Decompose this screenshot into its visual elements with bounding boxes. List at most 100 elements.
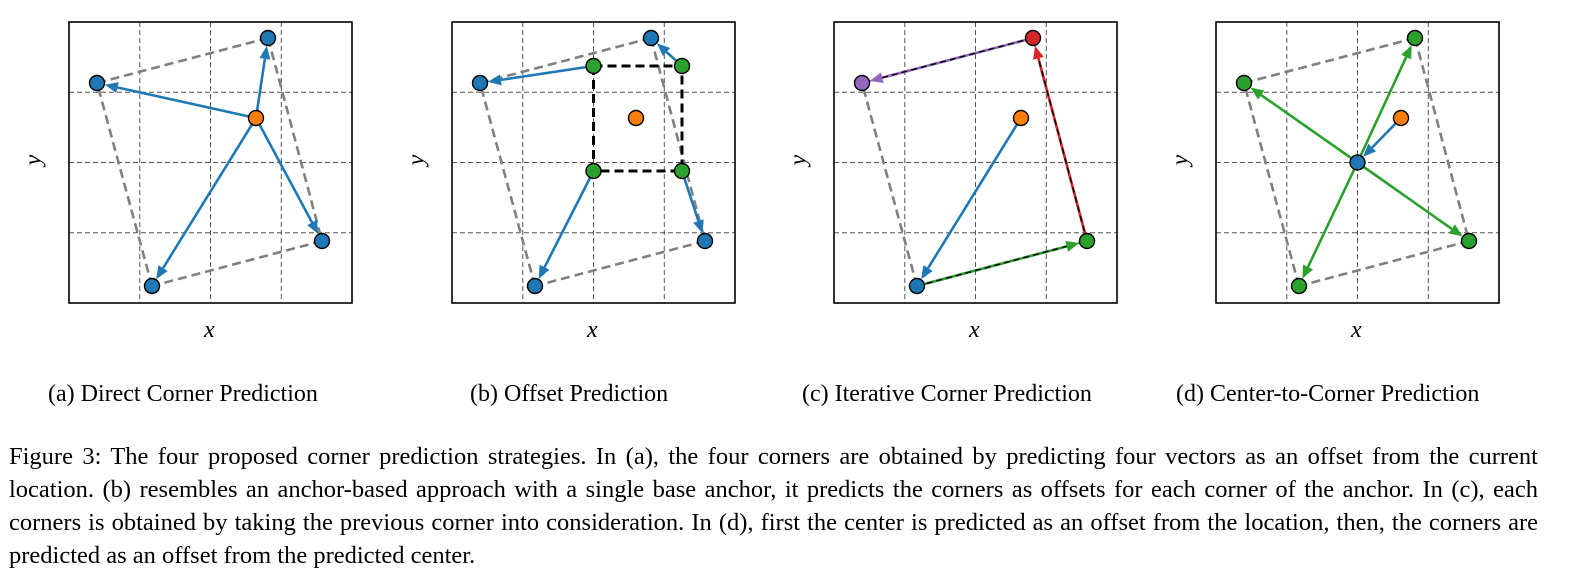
panel-b-plot xyxy=(451,21,736,304)
quad-edge xyxy=(266,37,324,242)
quad-edge xyxy=(1298,239,1470,288)
arrow-shaft xyxy=(500,64,594,82)
corner-point xyxy=(1460,232,1478,250)
anchor-rect xyxy=(592,64,684,173)
grid xyxy=(834,22,1117,303)
y-axis-label: y xyxy=(785,154,812,166)
anchor-corner-point xyxy=(673,57,691,75)
arrow-head xyxy=(1363,143,1377,157)
arrow-head xyxy=(1250,87,1265,100)
corner-point xyxy=(908,277,926,295)
x-axis-label: x xyxy=(1351,317,1362,343)
quad-edge xyxy=(1413,37,1471,242)
subcaption-c: (c) Iterative Corner Prediction xyxy=(802,381,1092,407)
corner-point xyxy=(1406,29,1424,47)
corner-point xyxy=(1235,74,1253,92)
corner-point xyxy=(526,277,544,295)
grid xyxy=(69,22,352,303)
arrow-shaft xyxy=(1306,161,1359,268)
corner-point xyxy=(88,74,106,92)
panel-a-plot xyxy=(68,21,353,304)
panel-d: x y xyxy=(1167,10,1547,360)
location-point xyxy=(627,109,645,127)
quadrilateral xyxy=(1242,36,1471,288)
quad-edge xyxy=(1243,36,1416,85)
arrow-shaft xyxy=(680,170,700,222)
arrow-head xyxy=(656,43,671,57)
arrow-head xyxy=(1401,45,1412,60)
corner-point xyxy=(1290,277,1308,295)
quad-edge xyxy=(1242,82,1301,287)
figure: x y x y x y xyxy=(20,10,1547,407)
y-axis-label: y xyxy=(1167,154,1194,166)
arrow-head xyxy=(869,72,884,83)
subcaption-b: (b) Offset Prediction xyxy=(470,381,669,407)
arrows xyxy=(487,43,704,279)
panel-c-plot xyxy=(833,21,1118,304)
quad-edge xyxy=(151,239,323,288)
arrow-head xyxy=(1448,224,1463,237)
arrow-head xyxy=(1302,264,1313,279)
arrow-head xyxy=(156,265,168,280)
anchor-box xyxy=(592,64,684,173)
arrow-shaft xyxy=(926,117,1023,269)
points xyxy=(853,29,1096,295)
arrow-head xyxy=(693,219,704,234)
arrow-shaft xyxy=(1356,161,1453,230)
plot-frame xyxy=(68,21,353,304)
arrow-head xyxy=(259,45,271,60)
arrow-overlay xyxy=(916,245,1067,287)
corner-point xyxy=(259,29,277,47)
arrow-head xyxy=(1033,45,1044,60)
anchor-corner-point xyxy=(585,57,602,75)
arrows xyxy=(869,36,1089,288)
points xyxy=(471,29,714,295)
x-axis-label: x xyxy=(587,317,598,343)
quad-edge xyxy=(534,239,706,288)
panel-a: x y xyxy=(20,10,400,360)
quad-edge xyxy=(860,82,919,287)
arrow-shaft xyxy=(1356,56,1408,164)
arrow-shaft xyxy=(543,170,595,268)
panel-c: x y xyxy=(785,10,1165,360)
location-point xyxy=(247,109,265,127)
y-axis-label: y xyxy=(20,154,47,166)
subcaption-d: (d) Center-to-Corner Prediction xyxy=(1176,381,1480,407)
location-point xyxy=(1392,109,1410,127)
arrow-shaft xyxy=(254,58,267,119)
arrow-shaft xyxy=(1260,93,1359,164)
arrows xyxy=(1250,45,1463,279)
x-axis-label: x xyxy=(969,317,980,343)
corner-point xyxy=(143,277,161,295)
anchor-corner-point xyxy=(673,162,691,180)
arrow-head xyxy=(921,265,933,280)
quadrilateral xyxy=(95,36,324,288)
location-point xyxy=(1012,109,1030,127)
plot-frame xyxy=(1215,21,1500,304)
panel-b: x y xyxy=(403,10,783,360)
anchor-corner-point xyxy=(585,162,602,180)
arrow-head xyxy=(104,82,119,93)
arrow-overlay xyxy=(1037,58,1088,242)
quad-edge xyxy=(478,82,537,287)
quad-edge xyxy=(479,36,652,85)
corner-point xyxy=(1078,232,1096,250)
arrow-head xyxy=(487,74,502,86)
arrow-head xyxy=(1065,241,1080,252)
arrow-shaft xyxy=(117,86,257,120)
points xyxy=(1235,29,1478,295)
corner-point xyxy=(313,232,331,250)
center-point xyxy=(1349,154,1366,171)
plot-frame xyxy=(833,21,1118,304)
corner-point xyxy=(471,74,489,92)
grid xyxy=(452,22,735,303)
quad-edge xyxy=(95,82,154,287)
subcaption-a: (a) Direct Corner Prediction xyxy=(48,381,318,407)
arrow-head xyxy=(538,264,550,279)
quad-edge xyxy=(649,37,707,242)
plot-frame xyxy=(451,21,736,304)
corner-point xyxy=(642,29,660,47)
quadrilateral xyxy=(478,36,707,288)
arrow-overlay xyxy=(882,37,1034,79)
corner-point xyxy=(696,232,714,250)
